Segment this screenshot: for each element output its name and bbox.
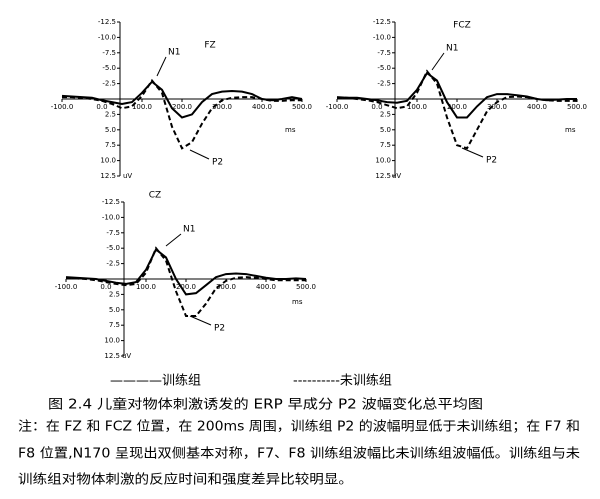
y-tick-label: -10.0: [98, 33, 116, 41]
y-tick-label: 2.5: [380, 110, 391, 118]
x-tick-label: 300.0: [212, 103, 232, 111]
annotation: P2: [214, 324, 225, 334]
chart-title: FCZ: [453, 21, 471, 31]
x-tick-label: 300.0: [216, 283, 236, 291]
y-tick-label: -7.5: [377, 49, 391, 57]
y-tick-label: 10.0: [100, 157, 116, 165]
y-tick-label: -2.5: [102, 80, 116, 88]
note-line: 训练组对物体刺激的反应时间和强度差异比较明显。: [18, 472, 353, 488]
annotation-arrow: [156, 56, 167, 77]
annotation: N1: [183, 225, 195, 235]
x-tick-label: 0.0: [100, 283, 111, 291]
y-tick-label: 2.5: [105, 110, 116, 118]
legend-solid: ————训练组: [110, 374, 201, 389]
chart-title: CZ: [149, 191, 161, 201]
y-tick-label: 7.5: [380, 141, 391, 149]
y-axis-label: uV: [122, 352, 131, 360]
note-line: 注：在 FZ 和 FCZ 位置，在 200ms 周围，训练组 P2 的波幅明显低…: [18, 419, 580, 435]
y-tick-label: -5.0: [106, 244, 120, 252]
series-line: [62, 78, 302, 150]
y-tick-label: -10.0: [102, 213, 120, 221]
x-axis-label: ms: [285, 126, 296, 134]
y-axis-label: uV: [392, 172, 401, 180]
y-tick-label: -5.0: [377, 64, 391, 72]
x-tick-label: 400.0: [256, 283, 276, 291]
y-tick-label: -12.5: [373, 18, 391, 26]
x-tick-label: 100.0: [407, 103, 427, 111]
y-tick-label: 7.5: [105, 141, 116, 149]
y-tick-label: -10.0: [373, 33, 391, 41]
y-axis-label: uV: [123, 172, 132, 180]
x-tick-label: 100.0: [136, 283, 156, 291]
x-tick-label: 500.0: [292, 103, 312, 111]
annotation: N1: [168, 48, 180, 58]
y-tick-label: -2.5: [106, 260, 120, 268]
annotation-arrow: [189, 315, 212, 326]
annotation: P2: [486, 156, 497, 166]
x-tick-label: -100.0: [326, 103, 349, 111]
series-line: [65, 247, 307, 296]
x-tick-label: 200.0: [176, 283, 196, 291]
y-tick-label: 5.0: [380, 126, 391, 134]
annotation-arrow: [431, 52, 445, 71]
annotation: P2: [212, 158, 223, 168]
y-tick-label: 10.0: [375, 157, 391, 165]
y-tick-label: 2.5: [109, 290, 120, 298]
x-axis-label: ms: [565, 126, 576, 134]
x-tick-label: -100.0: [51, 103, 74, 111]
legend-dashed: ----------未训练组: [293, 374, 392, 389]
x-tick-label: -100.0: [55, 283, 78, 291]
y-tick-label: 12.5: [100, 172, 116, 180]
y-tick-label: 12.5: [104, 352, 120, 360]
series-line: [65, 246, 306, 317]
annotation-arrow: [165, 233, 182, 247]
caption: 图 2.4 儿童对物体刺激诱发的 ERP 早成分 P2 波幅变化总平均图: [48, 397, 483, 413]
x-tick-label: 300.0: [487, 103, 507, 111]
y-tick-label: 7.5: [109, 321, 120, 329]
annotation-arrow: [461, 147, 484, 158]
y-tick-label: -5.0: [102, 64, 116, 72]
y-tick-label: -12.5: [102, 198, 120, 206]
y-tick-label: -7.5: [106, 229, 120, 237]
x-tick-label: 500.0: [296, 283, 316, 291]
x-tick-label: 200.0: [172, 103, 192, 111]
x-tick-label: 0.0: [371, 103, 382, 111]
y-tick-label: 5.0: [109, 306, 120, 314]
x-tick-label: 400.0: [252, 103, 272, 111]
x-tick-label: 100.0: [132, 103, 152, 111]
y-tick-label: -2.5: [377, 80, 391, 88]
y-tick-label: -12.5: [98, 18, 116, 26]
x-tick-label: 400.0: [527, 103, 547, 111]
y-tick-label: 5.0: [105, 126, 116, 134]
annotation-arrow: [189, 149, 210, 160]
note-line: F8 位置,N170 呈现出双侧基本对称，F7、F8 训练组波幅比未训练组波幅低…: [18, 447, 580, 462]
y-tick-label: 10.0: [104, 337, 120, 345]
x-tick-label: 200.0: [447, 103, 467, 111]
y-tick-label: 12.5: [375, 172, 391, 180]
x-tick-label: 500.0: [567, 103, 587, 111]
series-line: [337, 69, 577, 150]
annotation: N1: [446, 44, 458, 54]
y-tick-label: -7.5: [102, 49, 116, 57]
x-tick-label: 0.0: [96, 103, 107, 111]
x-axis-label: ms: [292, 298, 303, 306]
chart-title: FZ: [204, 41, 215, 51]
